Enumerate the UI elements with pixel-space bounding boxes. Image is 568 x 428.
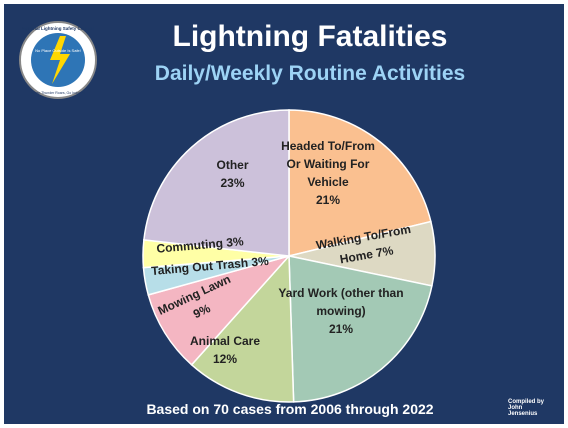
- slice-label: Other 23%: [185, 156, 280, 192]
- pie-slice: [143, 109, 290, 257]
- footnote: Based on 70 cases from 2006 through 2022: [146, 401, 434, 417]
- pie-slice: [190, 254, 295, 403]
- credit: Compiled by John Jensenius: [508, 399, 545, 417]
- logo-bolt: [50, 36, 70, 84]
- category-label: Commuting: [155, 236, 224, 256]
- pie-slice: [147, 254, 292, 366]
- category-label: Yard Work (other than mowing): [278, 286, 404, 318]
- value-label: 21%: [328, 322, 354, 336]
- chart-subtitle: Daily/Weekly Routine Activities: [154, 62, 466, 85]
- logo-slogan: When Thunder Roars, Go Indoors!: [31, 91, 85, 95]
- value-label: 7%: [374, 243, 395, 261]
- value-label: 21%: [315, 193, 341, 207]
- value-label: 3%: [250, 253, 270, 270]
- slice-label: Animal Care 12%: [180, 332, 270, 368]
- category-label: Headed To/From Or Waiting For Vehicle: [281, 139, 375, 189]
- value-label: 12%: [212, 352, 238, 366]
- pie-slice: [288, 109, 432, 257]
- value-label: 23%: [220, 176, 245, 190]
- category-label: Animal Care: [189, 334, 261, 348]
- logo-motto: No Place Outside Is Safe!: [35, 48, 81, 53]
- slice-label: Yard Work (other than mowing) 21%: [275, 284, 407, 338]
- chart-title: Lightning Fatalities: [172, 20, 448, 53]
- category-label: Other: [216, 158, 249, 172]
- value-label: 3%: [225, 234, 245, 250]
- logo-name: National Lightning Safety Council: [22, 26, 94, 31]
- slice-label: Headed To/From Or Waiting For Vehicle 21…: [278, 137, 378, 209]
- pie-slice: [288, 255, 433, 403]
